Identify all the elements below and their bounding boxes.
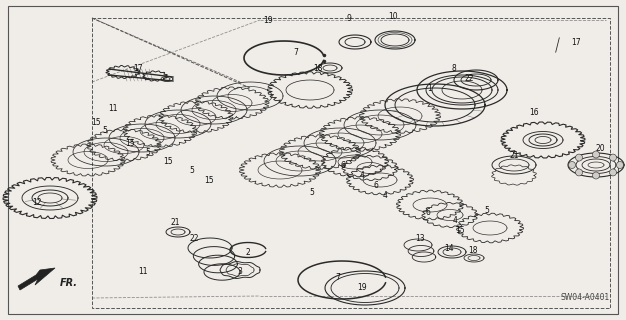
- Text: 13: 13: [415, 234, 425, 243]
- Circle shape: [568, 162, 575, 169]
- Text: 5: 5: [310, 188, 314, 196]
- Text: 2: 2: [245, 247, 250, 257]
- Text: 6: 6: [341, 161, 346, 170]
- Circle shape: [610, 169, 617, 176]
- Text: FR.: FR.: [60, 278, 78, 288]
- Circle shape: [592, 151, 600, 158]
- Text: 7: 7: [294, 47, 299, 57]
- Circle shape: [610, 154, 617, 161]
- Text: 4: 4: [453, 215, 458, 225]
- Text: 6: 6: [374, 180, 379, 189]
- Circle shape: [592, 172, 600, 179]
- Text: 18: 18: [468, 245, 478, 254]
- Circle shape: [575, 154, 583, 161]
- Text: 15: 15: [125, 139, 135, 148]
- Text: 21: 21: [509, 150, 519, 159]
- Text: 4: 4: [359, 171, 364, 180]
- Text: 1: 1: [428, 84, 433, 92]
- Text: 17: 17: [571, 37, 581, 46]
- Text: 22: 22: [189, 234, 198, 243]
- Text: 15: 15: [163, 156, 173, 165]
- Circle shape: [575, 169, 583, 176]
- Text: 10: 10: [388, 12, 398, 20]
- Text: 21: 21: [170, 218, 180, 227]
- Text: 3: 3: [237, 268, 242, 276]
- Text: SW04-A0401: SW04-A0401: [561, 293, 610, 302]
- Text: 5: 5: [485, 205, 490, 214]
- Text: 16: 16: [529, 108, 539, 116]
- Text: 11: 11: [138, 268, 148, 276]
- Text: 8: 8: [451, 63, 456, 73]
- Text: 5: 5: [146, 148, 150, 156]
- Text: 15: 15: [91, 117, 101, 126]
- Text: 18: 18: [313, 63, 323, 73]
- Text: 19: 19: [357, 284, 367, 292]
- Text: 12: 12: [33, 197, 42, 206]
- Text: 5: 5: [103, 125, 108, 134]
- Text: 17: 17: [133, 63, 143, 73]
- Text: 4: 4: [382, 190, 387, 199]
- Text: 11: 11: [108, 103, 118, 113]
- Text: 5: 5: [190, 165, 195, 174]
- Text: 15: 15: [455, 226, 465, 235]
- Text: 14: 14: [444, 244, 454, 252]
- Text: 6: 6: [426, 207, 431, 217]
- Bar: [92, 18, 610, 308]
- Text: 9: 9: [347, 13, 351, 22]
- Text: 22: 22: [464, 74, 474, 83]
- Text: 20: 20: [595, 143, 605, 153]
- Polygon shape: [18, 268, 55, 290]
- Circle shape: [617, 162, 623, 169]
- Text: 7: 7: [336, 274, 341, 283]
- Text: 19: 19: [263, 15, 273, 25]
- Text: 15: 15: [204, 175, 214, 185]
